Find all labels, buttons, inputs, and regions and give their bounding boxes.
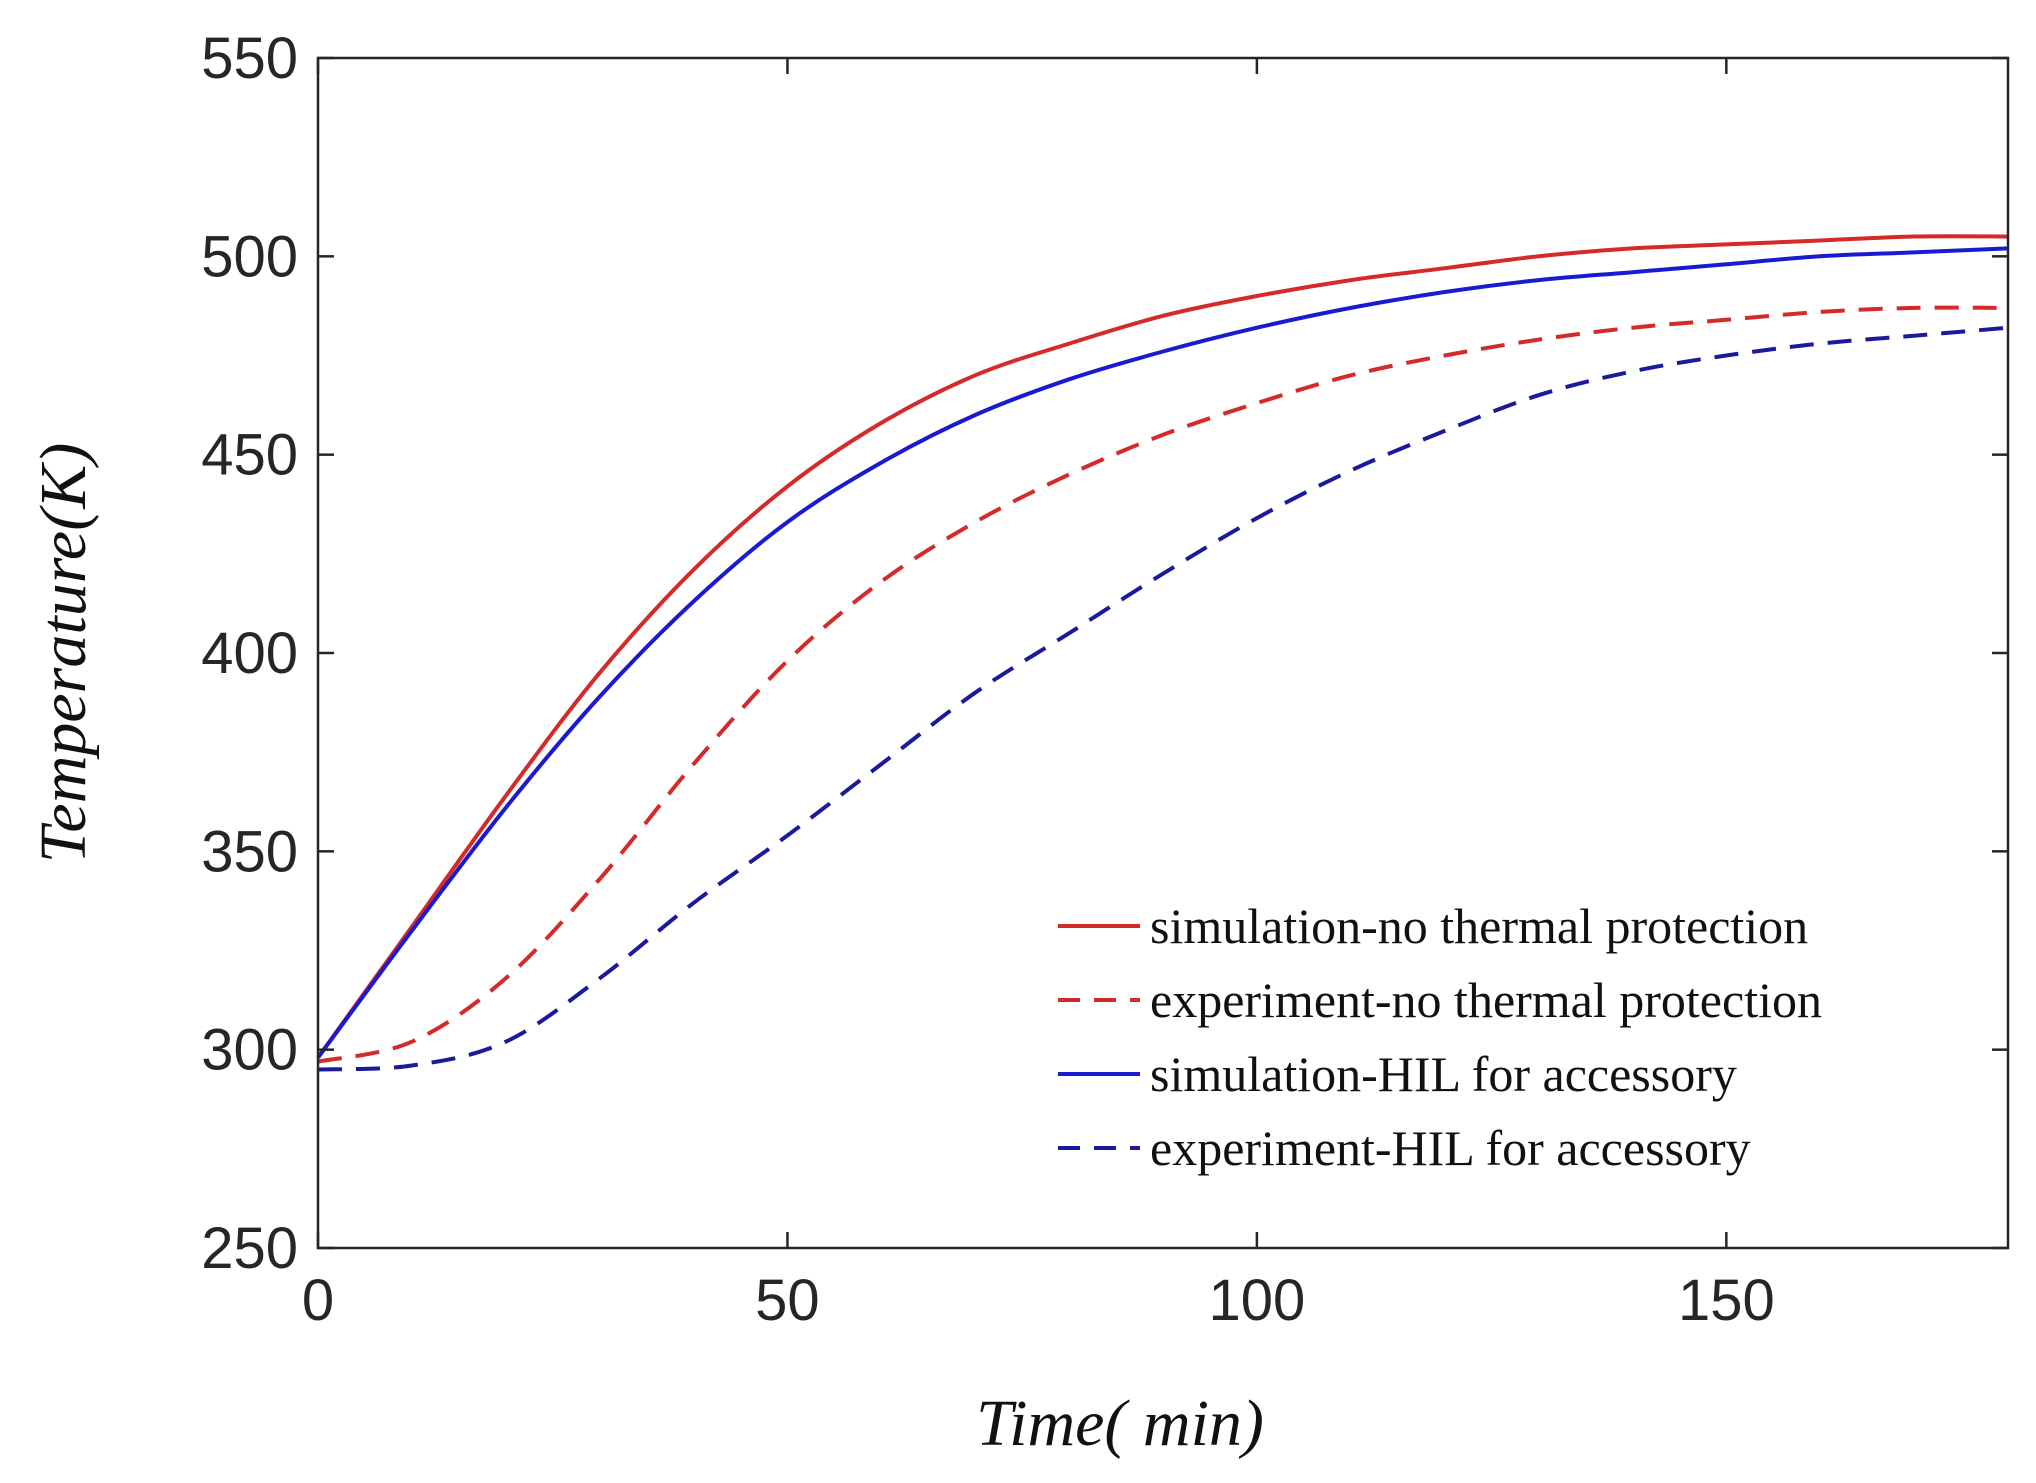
ticks-layer: 0 50 100 150 250 300 350 400 450 500 550: [201, 26, 2008, 1333]
series-line-3: [316, 246, 2009, 1059]
x-tick-label: 0: [302, 1268, 334, 1333]
y-tick-label: 550: [201, 26, 298, 91]
series-line-1: [316, 234, 2009, 1059]
legend: simulation-no thermal protection experime…: [1058, 898, 1822, 1176]
series-line-4: [317, 325, 2009, 1072]
series-layer: [316, 234, 2009, 1072]
series-line-2: [317, 305, 2009, 1064]
plot-area: [318, 58, 2008, 1248]
y-tick-label: 400: [201, 621, 298, 686]
x-axis-title: Time( min): [976, 1387, 1264, 1460]
legend-label-2: experiment-no thermal protection: [1150, 972, 1822, 1028]
legend-label-1: simulation-no thermal protection: [1150, 898, 1808, 954]
y-axis-title: Temperature(K): [27, 443, 100, 863]
y-tick-label: 350: [201, 819, 298, 884]
y-tick-label: 300: [201, 1018, 298, 1083]
x-tick-label: 100: [1208, 1268, 1305, 1333]
x-tick-label: 50: [755, 1268, 820, 1333]
y-tick-label: 450: [201, 423, 298, 488]
x-tick-label: 150: [1678, 1268, 1775, 1333]
legend-label-4: experiment-HIL for accessory: [1150, 1120, 1751, 1176]
legend-label-3: simulation-HIL for accessory: [1150, 1046, 1737, 1102]
y-tick-label: 500: [201, 224, 298, 289]
y-tick-label: 250: [201, 1216, 298, 1281]
